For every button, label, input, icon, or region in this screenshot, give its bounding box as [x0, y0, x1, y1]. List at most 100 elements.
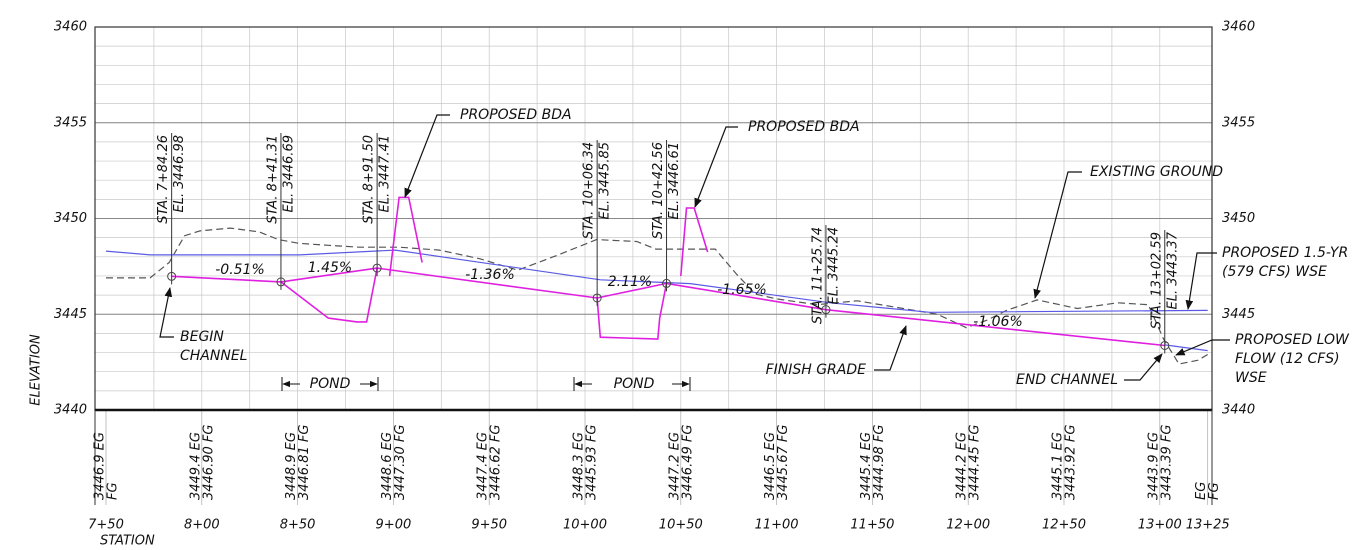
callout-text: PROPOSED BDA	[748, 119, 860, 135]
eg-value: 3446.5 EG	[763, 432, 778, 500]
x-axis-label: STATION	[100, 534, 155, 549]
eg-value: 3449.4 EG	[188, 432, 203, 500]
y-tick-label: 3450	[1222, 211, 1255, 226]
station-label: STA. 11+25.74	[810, 227, 825, 324]
eg-value: 3445.4 EG	[859, 432, 874, 500]
fg-value: 3444.45 FG	[968, 425, 983, 500]
grade-point	[372, 263, 382, 273]
x-tick-label: 11+50	[850, 518, 894, 533]
pond-label: POND	[614, 376, 655, 392]
slope-label: -0.51%	[215, 262, 265, 278]
y-tick-label: 3460	[54, 20, 87, 35]
fg-value: 3443.92 FG	[1064, 425, 1079, 500]
fg-value: 3446.62 FG	[489, 425, 504, 500]
eg-value: 3448.6 EG	[380, 432, 395, 500]
callout-leader	[874, 325, 907, 371]
low-flow-wse	[1164, 344, 1208, 352]
wse-1-5-yr	[105, 249, 1208, 313]
x-tick-label: 11+00	[755, 518, 799, 533]
x-tick-label: 9+00	[376, 518, 412, 533]
fg-value: 3443.39 FG	[1159, 425, 1174, 500]
y-tick-label: 3440	[54, 403, 87, 418]
slope-label: 1.45%	[308, 260, 352, 276]
elevation-label: EL. 3443.37	[1165, 231, 1180, 309]
pond-2	[596, 283, 668, 340]
station-label: STA. 10+06.34	[582, 142, 597, 239]
fg-value: 3444.98 FG	[872, 425, 887, 500]
y-tick-label: 3450	[54, 211, 87, 226]
x-tick-label: 8+50	[280, 518, 316, 533]
callout-text: EXISTING GROUND	[1090, 164, 1223, 180]
station-label: STA. 7+84.26	[156, 135, 171, 224]
eg-value: 3448.3 EG	[572, 432, 587, 500]
eg-value: 3444.2 EG	[955, 432, 970, 500]
eg-value: 3445.1 EG	[1051, 432, 1066, 500]
eg-value: 3448.9 EG	[284, 432, 299, 500]
y-tick-label: 3445	[54, 307, 87, 322]
x-tick-label: 12+50	[1042, 518, 1086, 533]
fg-value: 3445.93 FG	[585, 425, 600, 500]
callout-leader	[1185, 252, 1217, 310]
existing-ground	[106, 227, 1209, 365]
station-label: STA. 10+42.56	[651, 142, 666, 239]
callout-text: WSE	[1235, 370, 1267, 386]
callout-text: (579 CFS) WSE	[1222, 264, 1327, 280]
eg-value: 3446.9 EG	[93, 432, 108, 500]
grade-point	[821, 305, 831, 315]
fg-value: 3447.30 FG	[393, 425, 408, 500]
grade-point	[276, 277, 286, 287]
y-tick-label: 3440	[1222, 403, 1255, 418]
slope-label: -1.06%	[973, 314, 1023, 330]
station-label: STA. 8+91.50	[362, 135, 377, 224]
x-tick-label: 10+50	[659, 518, 703, 533]
x-tick-label: 9+50	[471, 518, 507, 533]
eg-value: 3443.9 EG	[1146, 432, 1161, 500]
callout-text: PROPOSED 1.5-YR	[1222, 245, 1348, 261]
grade-point	[662, 278, 672, 288]
callout-text: FLOW (12 CFS)	[1235, 351, 1340, 367]
pond-1	[280, 267, 378, 323]
callout-leader	[1175, 339, 1230, 356]
x-tick-label: 13+25	[1186, 518, 1230, 533]
slope-label: 2.11%	[608, 274, 652, 290]
slope-label: -1.36%	[465, 267, 515, 283]
grade-point	[167, 271, 177, 281]
fg-value: 3446.81 FG	[297, 425, 312, 500]
x-tick-label: 13+00	[1138, 518, 1182, 533]
callout-text: CHANNEL	[180, 348, 247, 364]
x-tick-label: 12+00	[946, 518, 990, 533]
callout-text: PROPOSED LOW	[1235, 332, 1350, 348]
callout-leader	[404, 114, 450, 198]
bda-2	[680, 207, 709, 277]
station-label: STA. 8+41.31	[265, 135, 280, 224]
elevation-label: EL. 3446.69	[281, 135, 296, 212]
x-tick-label: 7+50	[88, 518, 124, 533]
callout-leader	[159, 287, 174, 338]
elevation-label: EL. 3445.24	[826, 227, 841, 304]
y-tick-label: 3460	[1222, 20, 1255, 35]
elevation-label: EL. 3445.85	[598, 142, 613, 219]
callout-leader	[694, 126, 738, 208]
callout-text: BEGIN	[180, 329, 224, 345]
slope-label: -1.65%	[717, 282, 767, 298]
eg-value: 3447.2 EG	[667, 432, 682, 500]
eg-value: 3447.4 EG	[476, 432, 491, 500]
elevation-label: EL. 3446.61	[667, 142, 682, 219]
fg-value: 3445.67 FG	[776, 425, 791, 500]
grade-point	[1160, 340, 1170, 350]
y-axis-label: ELEVATION	[29, 334, 44, 406]
callout-leader	[1124, 353, 1163, 381]
y-tick-label: 3445	[1222, 307, 1255, 322]
x-tick-label: 8+00	[184, 518, 220, 533]
eg-value: EG	[1194, 482, 1209, 500]
elevation-label: EL. 3446.98	[172, 135, 187, 212]
fg-value: 3446.90 FG	[201, 425, 216, 500]
callout-text: FINISH GRADE	[766, 362, 867, 378]
callout-text: END CHANNEL	[1016, 372, 1118, 388]
fg-value: 3446.49 FG	[680, 425, 695, 500]
elevation-label: EL. 3447.41	[378, 135, 393, 212]
x-tick-label: 10+00	[563, 518, 607, 533]
bda-1	[388, 196, 423, 277]
callout-leader	[1033, 171, 1082, 299]
